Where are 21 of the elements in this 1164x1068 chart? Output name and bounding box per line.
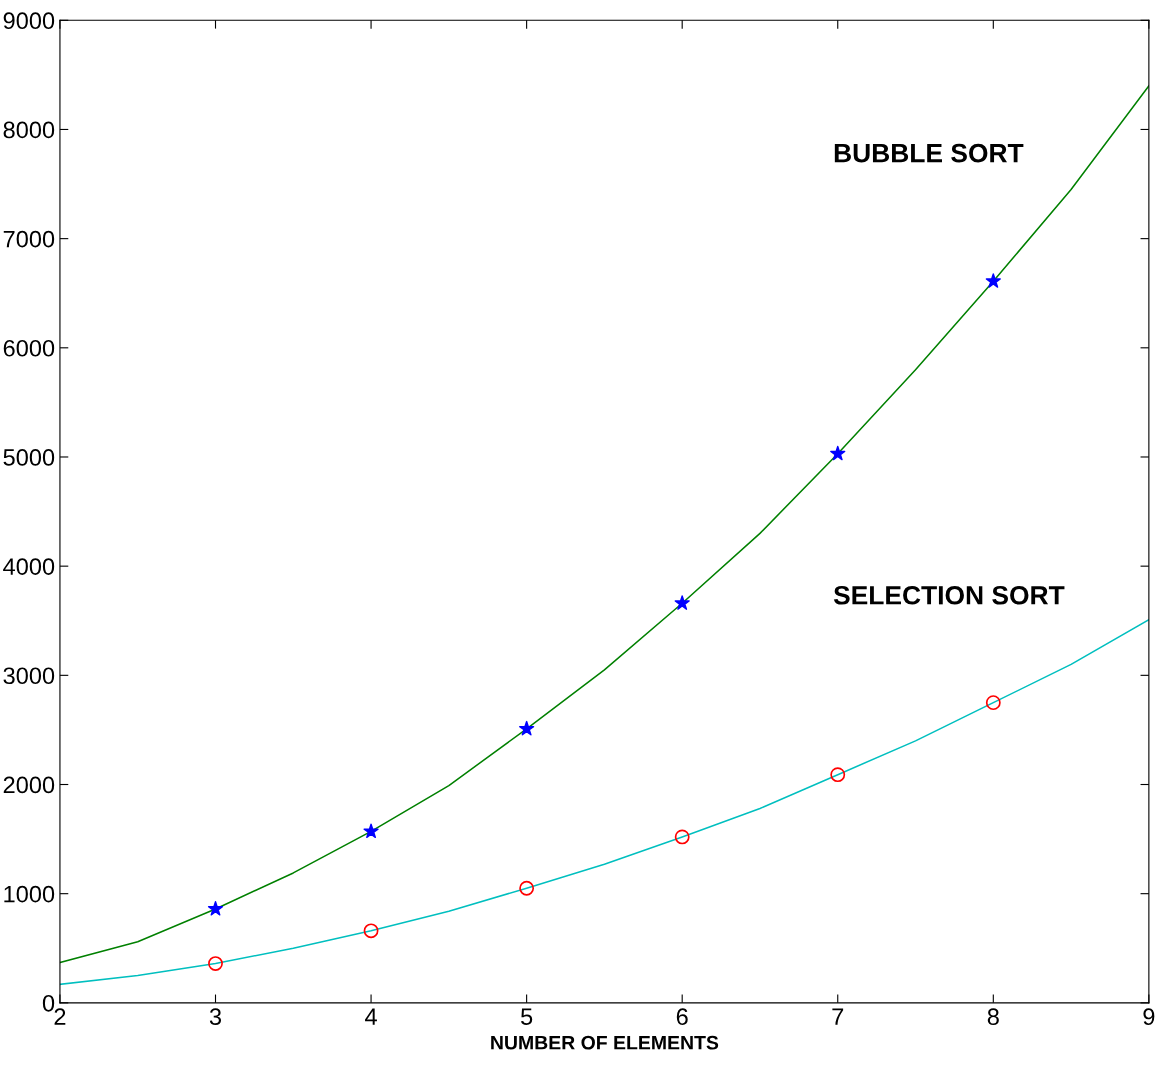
- x-tick-label: 8: [987, 1008, 999, 1026]
- y-tick-label: 1000: [4, 885, 55, 903]
- y-tick-label: 7000: [3, 230, 55, 248]
- y-tick-label: 8000: [3, 121, 55, 139]
- x-tick-label: 5: [521, 1008, 533, 1026]
- y-tick-label: 9000: [3, 12, 55, 30]
- y-tick-label: 5000: [3, 449, 55, 466]
- x-tick-label: 2: [54, 1008, 66, 1025]
- y-tick-label: 2000: [3, 776, 55, 794]
- x-tick-label: 6: [676, 1008, 688, 1026]
- x-tick-label: 4: [365, 1008, 377, 1025]
- y-tick-label: 4000: [3, 558, 55, 575]
- x-tick-label: 3: [209, 1008, 222, 1026]
- x-tick-label: 9: [1143, 1008, 1155, 1026]
- y-tick-label: 0: [42, 994, 55, 1012]
- y-tick-label: 6000: [3, 339, 55, 357]
- x-tick-label: 7: [832, 1008, 844, 1025]
- annotation: SELECTION SORT: [833, 585, 1065, 605]
- annotation: BUBBLE SORT: [834, 143, 1024, 163]
- x-axis-title: NUMBER OF ELEMENTS: [491, 1035, 719, 1050]
- y-tick-label: 3000: [3, 667, 55, 685]
